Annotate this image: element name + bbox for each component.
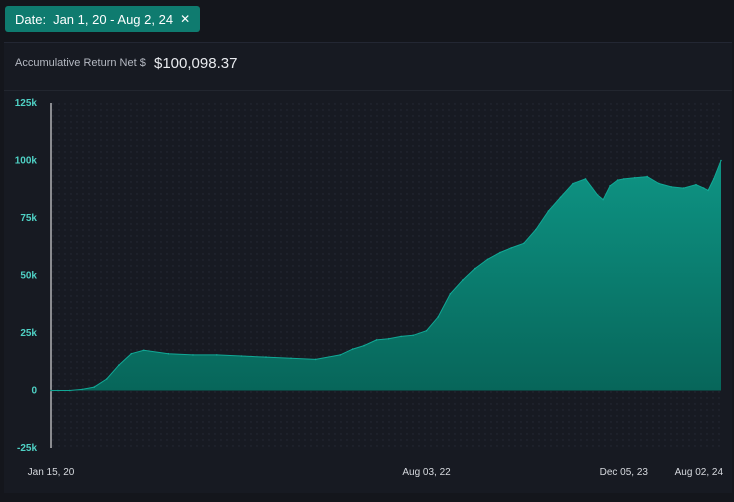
data-point — [474, 267, 476, 270]
data-point — [712, 178, 715, 180]
metric-value: $100,098.37 — [154, 55, 238, 72]
data-point — [646, 175, 648, 178]
y-tick-label: 25k — [20, 328, 37, 339]
data-point — [130, 352, 133, 355]
data-point — [596, 194, 599, 196]
data-point — [702, 187, 705, 189]
data-point — [707, 189, 709, 192]
data-point — [265, 356, 267, 358]
data-point — [437, 316, 440, 318]
metric-label: Accumulative Return Net $ — [15, 57, 146, 69]
data-point — [425, 329, 428, 332]
data-point — [351, 348, 354, 350]
data-point — [523, 242, 525, 245]
series-points — [50, 159, 722, 392]
data-point — [499, 251, 501, 254]
date-filter-chip[interactable]: Date: Jan 1, 20 - Aug 2, 24 ✕ — [5, 6, 201, 32]
series-area — [51, 160, 721, 391]
data-point — [584, 178, 587, 180]
x-tick-label: Jan 15, 20 — [28, 467, 75, 478]
y-tick-label: 0 — [31, 386, 37, 397]
data-point — [633, 177, 636, 179]
close-icon[interactable]: ✕ — [180, 12, 191, 26]
data-point — [339, 354, 342, 356]
data-point — [547, 210, 550, 212]
data-point — [462, 279, 464, 281]
data-point — [510, 247, 512, 249]
filter-bar: Date: Jan 1, 20 - Aug 2, 24 ✕ — [0, 0, 734, 38]
data-point — [143, 349, 145, 352]
data-point — [400, 335, 402, 338]
area-chart[interactable]: 125k 100k 75k 50k 25k 0 -25k Jan 15, 20 Aug 03,… — [4, 43, 732, 493]
data-point — [602, 198, 604, 201]
x-tick-label: Aug 02, 24 — [675, 467, 724, 478]
y-tick-label: 50k — [20, 271, 37, 282]
data-point — [68, 389, 71, 392]
data-point — [670, 186, 673, 188]
y-tick-label: 100k — [15, 156, 38, 167]
data-point — [720, 159, 722, 162]
data-point — [609, 185, 611, 187]
data-point — [486, 258, 489, 261]
data-point — [105, 378, 108, 380]
data-point — [314, 358, 317, 361]
data-point — [93, 386, 95, 388]
data-point — [50, 389, 52, 392]
data-point — [290, 357, 292, 360]
data-point — [375, 339, 378, 341]
chart-panel: Accumulative Return Net $ $100,098.37 12… — [4, 42, 732, 493]
x-tick-label: Aug 03, 22 — [402, 467, 451, 478]
date-filter-label: Date: — [15, 11, 47, 27]
data-point — [412, 334, 415, 337]
x-axis: Jan 15, 20 Aug 03, 22 Dec 05, 23 Aug 02, 24 — [28, 467, 724, 478]
data-point — [363, 344, 365, 347]
data-point — [695, 183, 697, 186]
data-point — [449, 293, 452, 295]
data-point — [81, 388, 83, 391]
data-point — [167, 352, 170, 355]
y-tick-label: 125k — [15, 98, 38, 109]
x-tick-label: Dec 05, 23 — [600, 467, 649, 478]
data-point — [559, 196, 562, 199]
data-point — [616, 179, 619, 181]
y-tick-label: 75k — [20, 213, 37, 224]
data-point — [572, 182, 574, 185]
date-filter-value: Jan 1, 20 - Aug 2, 24 — [53, 11, 174, 27]
data-point — [387, 338, 390, 340]
y-tick-label: -25k — [17, 443, 37, 454]
data-point — [57, 389, 59, 392]
data-point — [192, 354, 194, 356]
data-point — [118, 364, 120, 367]
data-point — [682, 187, 685, 189]
panel-header: Accumulative Return Net $ $100,098.37 — [4, 43, 732, 91]
data-point — [623, 178, 625, 180]
data-point — [658, 182, 660, 185]
data-point — [240, 355, 243, 357]
data-point — [216, 354, 218, 356]
series-line — [51, 160, 722, 391]
y-axis: 125k 100k 75k 50k 25k 0 -25k — [15, 98, 38, 454]
data-point — [535, 228, 537, 231]
